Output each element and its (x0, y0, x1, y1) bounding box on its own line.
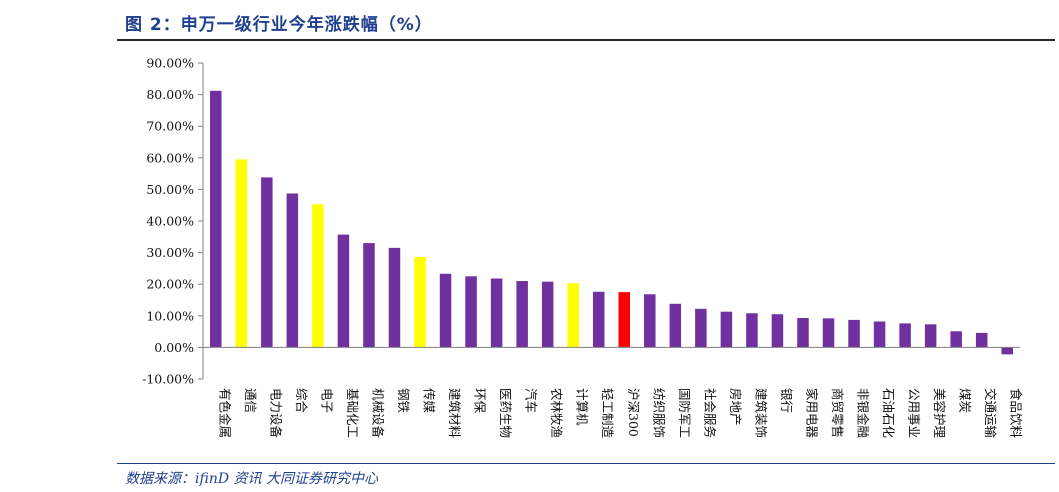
category-label: 计算机 (575, 388, 590, 426)
category-label: 电子 (319, 388, 334, 413)
bar (414, 257, 426, 348)
category-label: 社会服务 (702, 388, 717, 438)
source-divider (117, 463, 1055, 464)
bar (848, 319, 860, 348)
bar (950, 331, 962, 348)
category-label: 基础化工 (345, 388, 360, 438)
category-label: 综合 (294, 388, 309, 414)
y-tick-label: 80.00% (146, 87, 194, 102)
category-label: 石油石化 (881, 388, 896, 439)
bar (618, 292, 631, 348)
bar (797, 318, 809, 348)
bar (490, 278, 503, 348)
bar (363, 243, 375, 348)
y-tick-label: 0.00% (154, 340, 194, 355)
category-label: 钢铁 (396, 388, 411, 414)
category-label: 煤炭 (958, 388, 973, 413)
bar (644, 294, 656, 348)
category-label: 公用事业 (907, 388, 922, 438)
category-label: 银行 (779, 388, 794, 413)
y-tick-label: 30.00% (146, 245, 194, 260)
bar (975, 332, 988, 348)
category-label: 家用电器 (804, 388, 819, 439)
bar (899, 323, 911, 348)
category-label: 轻工制造 (600, 388, 615, 439)
y-tick-label: 40.00% (146, 214, 194, 229)
bar (822, 318, 835, 348)
category-labels: 有色金属 通信 电力设备 综合 电子 基础化工 机械设备 钢铁 传媒 建筑材料 环保 医药生物 汽车 农林… (217, 388, 1023, 439)
y-tick-label: 90.00% (146, 56, 194, 71)
category-label: 商贸零售 (830, 388, 845, 438)
y-tick-label: 20.00% (146, 277, 194, 292)
bar (286, 193, 299, 348)
bar (465, 276, 477, 348)
category-label: 通信 (243, 388, 258, 413)
category-label: 国防军工 (677, 388, 692, 438)
bars (210, 90, 1013, 355)
category-label: 建筑材料 (447, 388, 462, 439)
bar (337, 234, 350, 348)
y-tick-label: -10.00% (142, 372, 194, 387)
bar (924, 324, 937, 348)
title-divider (117, 39, 1055, 41)
y-tick-label: 70.00% (146, 119, 194, 134)
y-tick-label: 60.00% (146, 150, 194, 165)
bar (567, 283, 579, 348)
y-tick-label: 50.00% (146, 182, 194, 197)
category-label: 美容护理 (932, 388, 947, 439)
bar (746, 313, 758, 348)
category-label: 沪深300 (626, 388, 641, 437)
bar (210, 90, 222, 348)
category-label: 房地产 (728, 388, 743, 426)
bar (388, 247, 401, 348)
bar (695, 308, 707, 348)
bar (669, 303, 682, 348)
category-label: 纺织服饰 (651, 388, 666, 438)
category-label: 农林牧渔 (549, 388, 564, 438)
bar (235, 159, 248, 348)
category-label: 建筑装饰 (753, 388, 768, 438)
bar (312, 204, 324, 348)
chart-title: 图 2：申万一级行业今年涨跌幅（%） (125, 15, 433, 35)
category-label: 环保 (473, 388, 488, 414)
source-note: 数据来源：ifinD 资讯 大同证券研究中心 (125, 471, 378, 487)
category-label: 交通运输 (983, 388, 998, 439)
bar (592, 291, 605, 348)
bar (516, 281, 528, 348)
bar (261, 177, 273, 348)
y-tick-label: 10.00% (146, 308, 194, 323)
bar (541, 281, 554, 348)
category-label: 电力设备 (268, 388, 283, 439)
bar (771, 314, 784, 348)
category-label: 非银金融 (856, 388, 871, 439)
category-label: 机械设备 (370, 388, 385, 439)
category-label: 有色金属 (217, 388, 232, 438)
bar (873, 321, 886, 348)
category-label: 医药生物 (498, 388, 513, 438)
category-label: 食品饮料 (1009, 388, 1024, 439)
y-axis: -10.00% 0.00% 10.00% 20.00% 30.00% 40.00% 50.0… (142, 56, 204, 387)
category-label: 传媒 (422, 388, 437, 414)
bar (720, 311, 733, 348)
bar (439, 273, 452, 348)
bar-chart: -10.00% 0.00% 10.00% 20.00% 30.00% 40.00% 50.0… (142, 56, 1024, 439)
bar (1001, 347, 1013, 355)
category-label: 汽车 (524, 388, 539, 413)
